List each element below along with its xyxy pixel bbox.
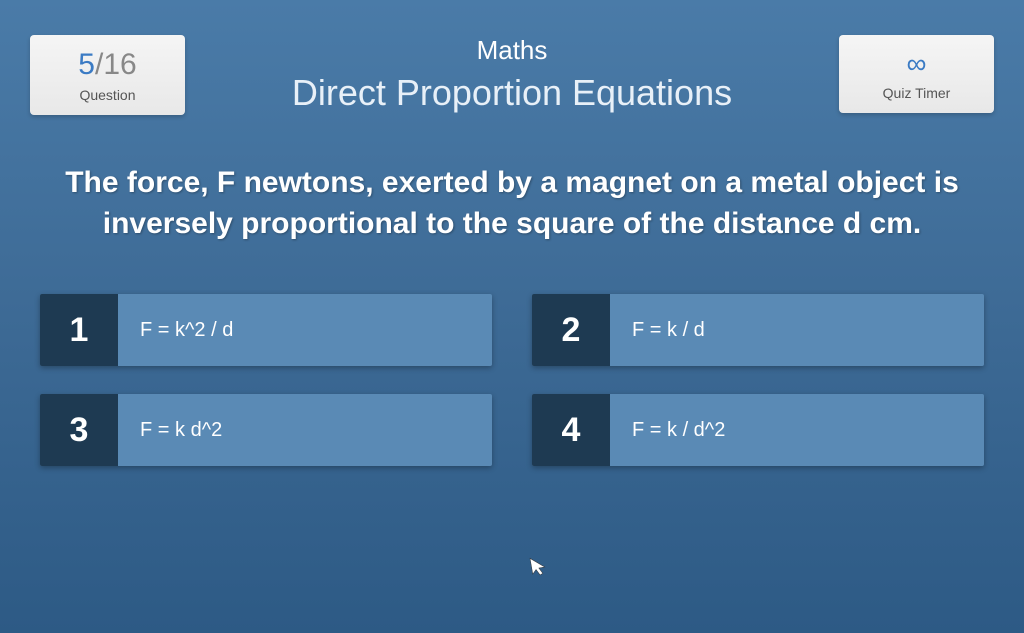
answer-text: F = k^2 / d: [118, 294, 233, 366]
question-counter-label: Question: [58, 87, 157, 103]
question-counter-box: 5/16 Question: [30, 35, 185, 115]
answer-option-3[interactable]: 3 F = k d^2: [40, 394, 492, 466]
total-questions: 16: [103, 48, 136, 81]
answer-text: F = k / d^2: [610, 394, 725, 466]
question-counter: 5/16: [58, 47, 157, 83]
question-text: The force, F newtons, exerted by a magne…: [0, 135, 1024, 284]
current-question-number: 5: [78, 48, 95, 81]
cursor-icon: [528, 554, 551, 585]
answer-number: 4: [532, 394, 610, 466]
answer-option-2[interactable]: 2 F = k / d: [532, 294, 984, 366]
answer-number: 2: [532, 294, 610, 366]
quiz-timer-box: ∞ Quiz Timer: [839, 35, 994, 113]
topic-title: Direct Proportion Equations: [205, 72, 819, 114]
timer-value: ∞: [867, 47, 966, 81]
subject-label: Maths: [205, 35, 819, 66]
answer-grid: 1 F = k^2 / d 2 F = k / d 3 F = k d^2 4 …: [0, 284, 1024, 476]
answer-text: F = k d^2: [118, 394, 222, 466]
answer-option-4[interactable]: 4 F = k / d^2: [532, 394, 984, 466]
answer-option-1[interactable]: 1 F = k^2 / d: [40, 294, 492, 366]
title-area: Maths Direct Proportion Equations: [185, 35, 839, 114]
answer-text: F = k / d: [610, 294, 705, 366]
quiz-header: 5/16 Question Maths Direct Proportion Eq…: [0, 0, 1024, 135]
answer-number: 3: [40, 394, 118, 466]
answer-number: 1: [40, 294, 118, 366]
timer-label: Quiz Timer: [867, 85, 966, 101]
